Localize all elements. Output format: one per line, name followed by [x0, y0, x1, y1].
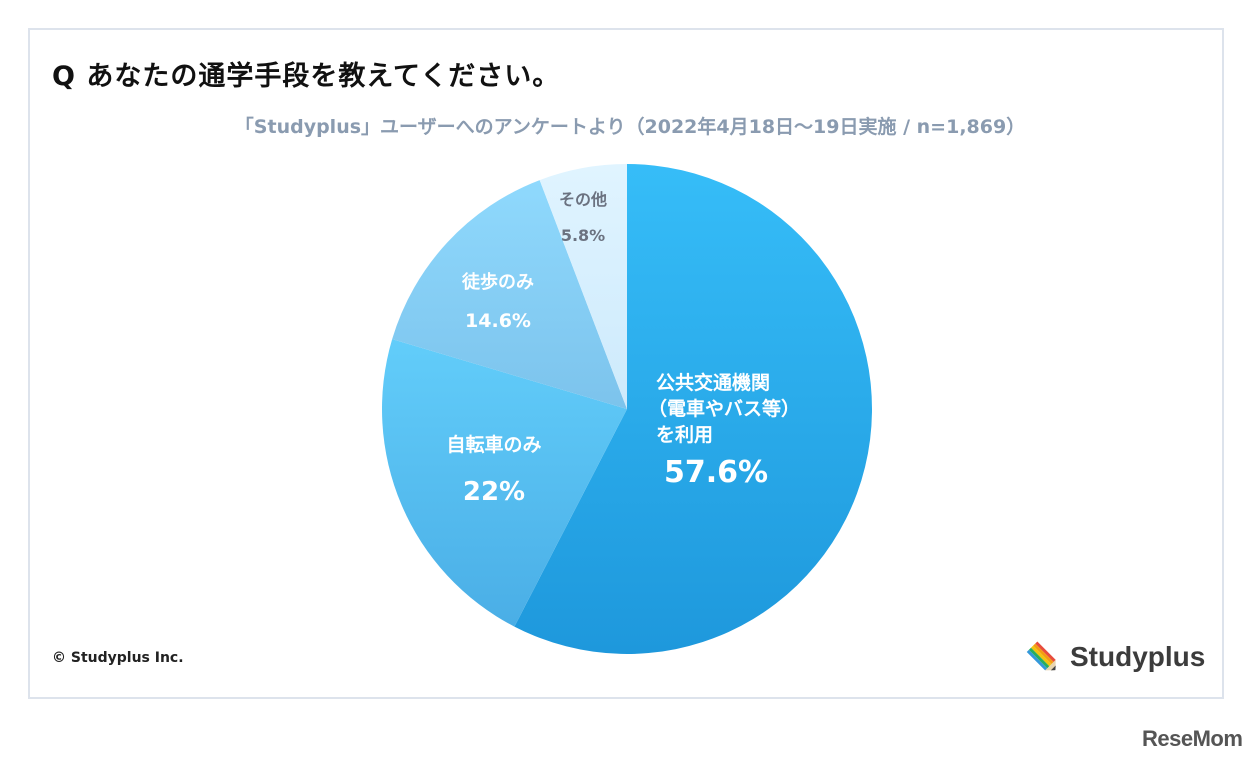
pencil-rainbow-icon: [1026, 641, 1056, 671]
slice-label-bicycle: 自転車のみ 22%: [446, 434, 542, 507]
resemom-watermark: ReseMom: [1142, 726, 1243, 751]
chart-subtitle: 「Studyplus」ユーザーへのアンケートより（2022年4月18日～19日実…: [234, 116, 1026, 138]
slice-walking: [392, 180, 627, 409]
slice-other: [539, 164, 627, 409]
slice-bicycle: [382, 339, 627, 627]
studyplus-logo: Studyplus: [1024, 638, 1205, 676]
copyright-text: © Studyplus Inc.: [52, 650, 184, 666]
slice-label-walking: 徒歩のみ 14.6%: [462, 272, 534, 332]
brand-name: Studyplus: [1070, 641, 1206, 672]
slice-label-public-transport: 公共交通機関 （電車やバス等） を利用 57.6%: [648, 372, 801, 490]
chart-title: Q あなたの通学手段を教えてください。: [52, 61, 561, 92]
slice-label-other: その他 5.8%: [558, 190, 607, 245]
slice-public-transport: [514, 164, 873, 654]
